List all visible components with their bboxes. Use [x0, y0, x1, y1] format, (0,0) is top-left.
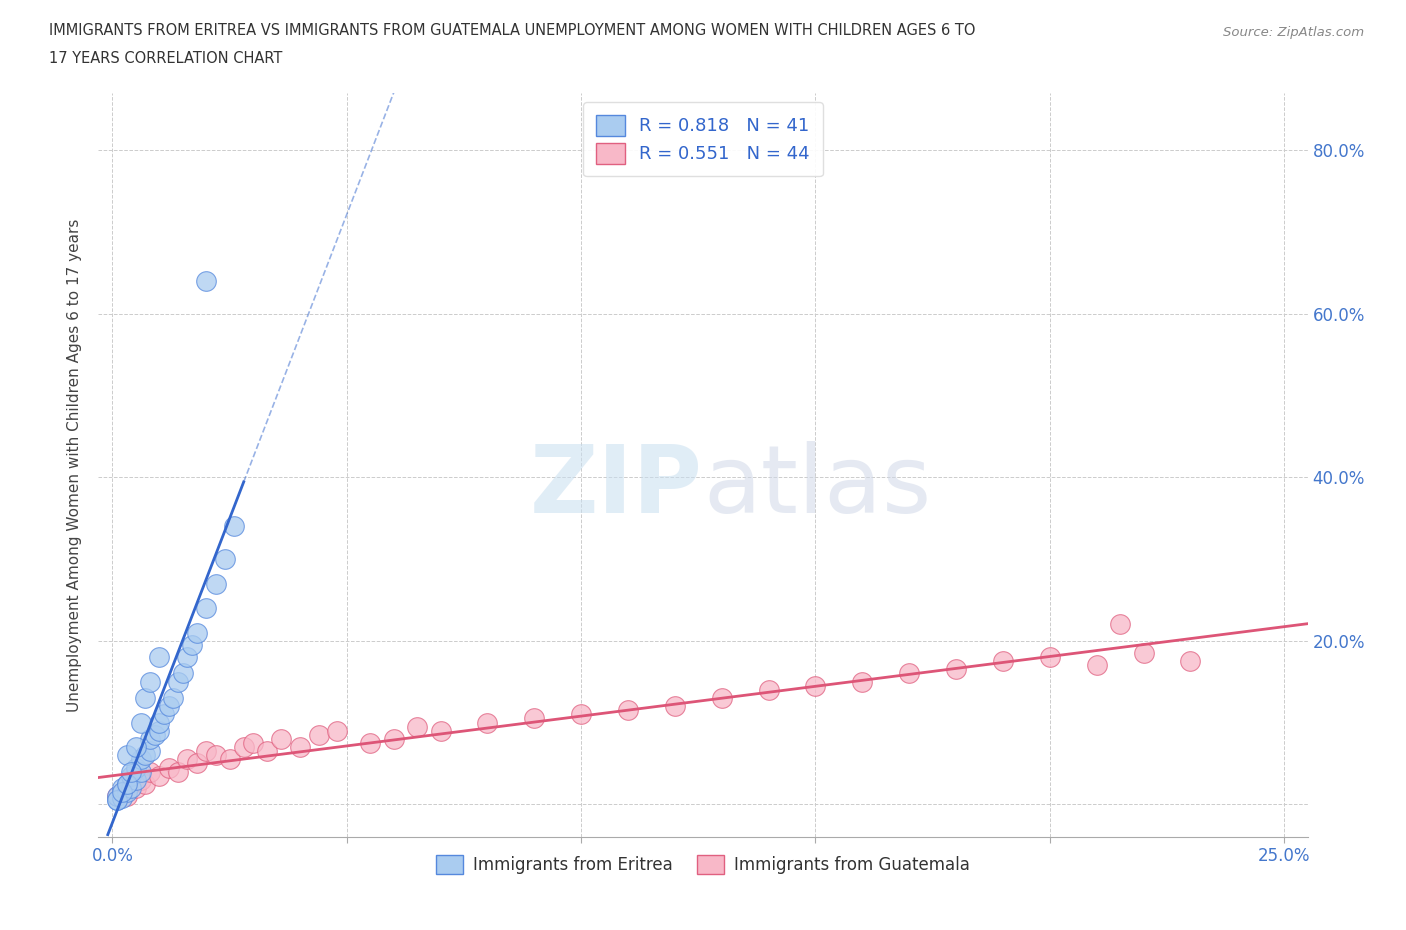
Point — [105, 792, 128, 807]
Point — [1132, 645, 1154, 660]
Point — [148, 724, 170, 738]
Point — [569, 707, 592, 722]
Point — [181, 637, 204, 652]
Point — [204, 748, 226, 763]
Point — [111, 785, 134, 800]
Point — [617, 703, 640, 718]
Point — [148, 650, 170, 665]
Point — [105, 789, 128, 804]
Point — [991, 654, 1014, 669]
Point — [429, 724, 451, 738]
Point — [1180, 654, 1202, 669]
Point — [664, 698, 686, 713]
Point — [115, 785, 138, 800]
Point — [195, 744, 218, 759]
Point — [204, 576, 226, 591]
Point — [523, 711, 546, 726]
Point — [242, 736, 264, 751]
Point — [214, 551, 236, 566]
Point — [105, 789, 128, 804]
Point — [758, 683, 780, 698]
Text: IMMIGRANTS FROM ERITREA VS IMMIGRANTS FROM GUATEMALA UNEMPLOYMENT AMONG WOMEN WI: IMMIGRANTS FROM ERITREA VS IMMIGRANTS FR… — [49, 23, 976, 38]
Point — [139, 744, 162, 759]
Point — [218, 751, 240, 766]
Text: atlas: atlas — [703, 442, 931, 533]
Point — [270, 732, 292, 747]
Point — [308, 727, 330, 742]
Point — [851, 674, 873, 689]
Point — [326, 724, 349, 738]
Point — [359, 736, 381, 751]
Point — [176, 650, 198, 665]
Point — [176, 751, 198, 766]
Point — [120, 768, 142, 783]
Point — [148, 768, 170, 783]
Point — [139, 732, 162, 747]
Point — [125, 760, 148, 775]
Point — [288, 739, 311, 754]
Point — [129, 764, 152, 779]
Legend: Immigrants from Eritrea, Immigrants from Guatemala: Immigrants from Eritrea, Immigrants from… — [429, 848, 977, 881]
Point — [157, 760, 180, 775]
Point — [898, 666, 921, 681]
Point — [115, 789, 138, 804]
Point — [1109, 617, 1132, 631]
Point — [129, 751, 152, 766]
Point — [115, 777, 138, 791]
Point — [195, 601, 218, 616]
Point — [115, 777, 138, 791]
Point — [224, 519, 246, 534]
Point — [129, 715, 152, 730]
Point — [232, 739, 254, 754]
Point — [111, 785, 134, 800]
Point — [477, 715, 499, 730]
Point — [1085, 658, 1108, 672]
Point — [382, 732, 405, 747]
Text: Source: ZipAtlas.com: Source: ZipAtlas.com — [1223, 26, 1364, 39]
Point — [804, 678, 827, 693]
Point — [162, 691, 184, 706]
Point — [153, 707, 176, 722]
Point — [134, 691, 156, 706]
Point — [105, 792, 128, 807]
Point — [125, 772, 148, 787]
Point — [172, 666, 194, 681]
Point — [139, 674, 162, 689]
Point — [139, 764, 162, 779]
Point — [120, 780, 142, 795]
Point — [111, 780, 134, 795]
Point — [195, 273, 218, 288]
Point — [120, 777, 142, 791]
Point — [945, 662, 967, 677]
Point — [186, 756, 208, 771]
Point — [1039, 650, 1062, 665]
Y-axis label: Unemployment Among Women with Children Ages 6 to 17 years: Unemployment Among Women with Children A… — [67, 219, 83, 711]
Point — [125, 739, 148, 754]
Point — [256, 744, 278, 759]
Point — [167, 674, 190, 689]
Point — [157, 698, 180, 713]
Point — [125, 780, 148, 795]
Text: 17 YEARS CORRELATION CHART: 17 YEARS CORRELATION CHART — [49, 51, 283, 66]
Point — [143, 727, 166, 742]
Point — [186, 625, 208, 640]
Point — [710, 691, 733, 706]
Point — [129, 772, 152, 787]
Point — [167, 764, 190, 779]
Point — [134, 748, 156, 763]
Point — [111, 790, 134, 805]
Point — [115, 748, 138, 763]
Text: ZIP: ZIP — [530, 442, 703, 533]
Point — [148, 715, 170, 730]
Point — [406, 719, 429, 734]
Point — [120, 764, 142, 779]
Point — [134, 777, 156, 791]
